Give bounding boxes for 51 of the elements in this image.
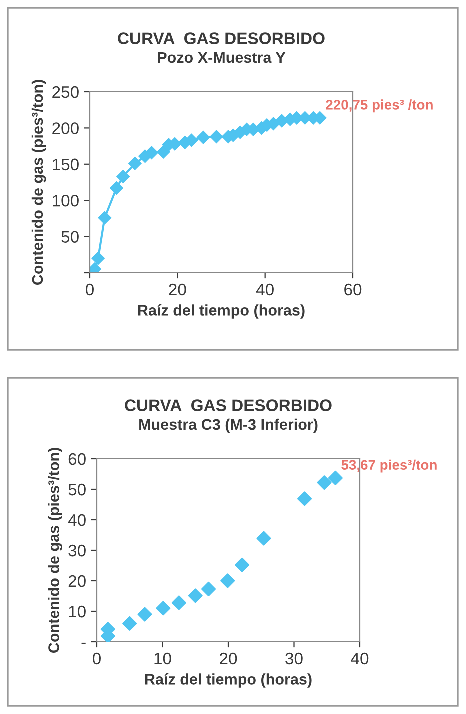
x-tick-label: 10 [154, 652, 172, 665]
y-axis-title: Contenido de gas (pies³/ton) [32, 80, 46, 285]
point [122, 616, 138, 631]
y-tick-label: 60 [68, 453, 86, 466]
x-axis-title: Raíz del tiempo (horas) [145, 674, 312, 688]
y-tick-label: 200 [52, 122, 79, 134]
point [128, 157, 142, 170]
point [328, 470, 343, 486]
point [92, 252, 105, 266]
chart-title: CURVA GAS DESORBIDO [125, 400, 332, 412]
y-axis-title: Contenido de gas (pies³/ton) [48, 448, 62, 653]
point [98, 211, 112, 225]
y-tick-label: 10 [69, 606, 86, 618]
point [172, 596, 186, 610]
x-tick-label: 20 [169, 284, 186, 296]
chart-subtitle: Pozo X-Muestra Y [158, 52, 286, 64]
point [185, 134, 198, 148]
point [138, 607, 152, 622]
point [235, 558, 250, 572]
point [196, 131, 210, 144]
y-tick-label: - [82, 642, 86, 644]
point [116, 170, 130, 184]
y-tick-label: 250 [52, 86, 79, 98]
y-tick-label: 100 [53, 195, 79, 207]
chart-title: CURVA GAS DESORBIDO [118, 32, 325, 44]
x-axis-title: Raíz del tiempo (horas) [138, 304, 305, 319]
y-tick-label: 20 [68, 575, 86, 588]
point [188, 588, 203, 604]
x-tick-label: 40 [256, 284, 274, 296]
point [317, 476, 332, 490]
point [157, 146, 170, 159]
x-tick-label: 40 [351, 652, 369, 665]
point [210, 130, 224, 144]
point [201, 582, 216, 597]
point [110, 182, 124, 195]
x-tick-label: 20 [220, 652, 238, 665]
point [220, 574, 236, 588]
x-tick-label: 30 [286, 652, 303, 665]
point [297, 492, 312, 506]
point [145, 146, 158, 160]
point [256, 531, 272, 546]
x-tick-label: 60 [344, 284, 362, 296]
y-tick-label: 150 [53, 158, 79, 171]
x-tick-label: 0 [93, 652, 101, 665]
y-tick-label: 40 [68, 514, 86, 526]
y-tick-label: 50 [62, 231, 79, 244]
point [156, 601, 171, 616]
y-tick-label: 50 [68, 484, 86, 496]
chart-subtitle: Muestra C3 (M-3 Inferior) [140, 418, 318, 434]
y-tick-label: 30 [68, 544, 86, 557]
x-tick-label: 0 [86, 284, 94, 296]
